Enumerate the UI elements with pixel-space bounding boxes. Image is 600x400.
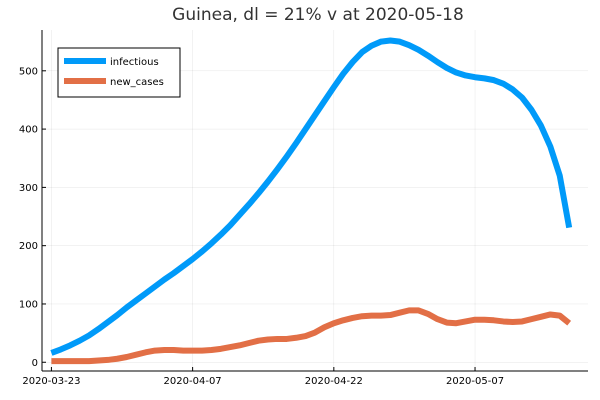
legend-box (57, 47, 181, 98)
chart-title: Guinea, dl = 21% v at 2020-05-18 (172, 5, 464, 25)
series-line-new-cases (51, 307, 572, 365)
y-tick-label: 400 (19, 125, 38, 136)
y-tick-label: 100 (19, 299, 38, 310)
series-group (50, 37, 573, 365)
x-tick-label: 2020-04-07 (164, 376, 222, 387)
legend-label-new-cases: new_cases (110, 77, 164, 88)
y-tick-label: 200 (19, 241, 38, 252)
series-line-infectious (50, 37, 573, 356)
y-tick-label: 300 (19, 183, 38, 194)
legend: infectious new_cases (57, 47, 181, 98)
axes (41, 30, 588, 372)
y-tick-label: 0 (32, 358, 38, 369)
x-tick-label: 2020-03-23 (22, 376, 80, 387)
x-tick-label: 2020-05-07 (446, 376, 504, 387)
tick-labels: 0 100 200 300 400 500 2020-03-23 2020-04-07 2020… (19, 66, 504, 387)
legend-label-infectious: infectious (110, 57, 159, 68)
y-tick-label: 500 (19, 66, 38, 77)
x-tick-label: 2020-04-22 (305, 376, 363, 387)
